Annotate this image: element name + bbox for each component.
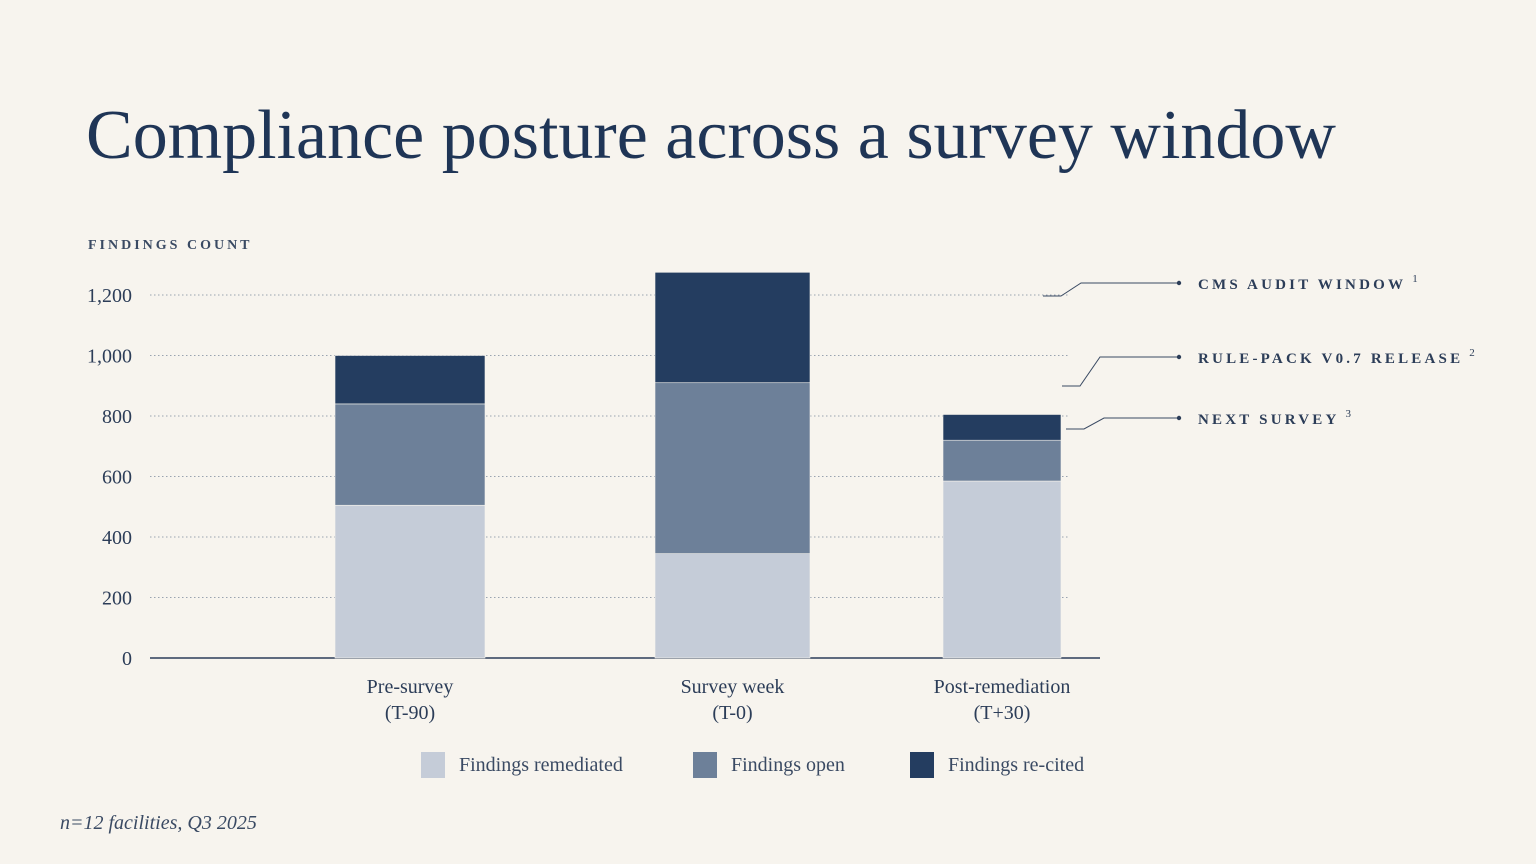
bar-segment-findings-remediated — [654, 553, 811, 659]
annotation-footnote-marker: 1 — [1412, 273, 1418, 285]
legend-label: Findings open — [731, 753, 845, 776]
bar-segment-findings-remediated — [942, 480, 1062, 659]
x-tick-label: Post-remediation — [934, 676, 1071, 698]
bar-segment-findings-open — [942, 439, 1062, 482]
annotation-footnote-marker: 2 — [1469, 347, 1475, 359]
legend-item: Findings open — [693, 752, 845, 778]
legend-label: Findings re-cited — [948, 753, 1085, 776]
y-tick-label: 1,000 — [87, 346, 132, 368]
y-tick-label: 1,200 — [87, 285, 132, 307]
x-tick-label: (T-0) — [712, 702, 752, 724]
x-tick-label: (T+30) — [974, 702, 1031, 724]
annotation-dot — [1176, 415, 1182, 421]
y-tick-label: 0 — [122, 648, 132, 670]
y-tick-label: 800 — [102, 406, 132, 428]
annotation-dot — [1176, 280, 1182, 286]
legend-item: Findings remediated — [421, 752, 623, 778]
x-tick-label: Survey week — [681, 676, 785, 698]
x-tick-label: Pre-survey — [367, 676, 454, 698]
annotation-leader-line — [1066, 417, 1178, 430]
annotation-label: RULE-PACK V0.7 RELEASE — [1198, 351, 1463, 367]
annotation-label: NEXT SURVEY — [1198, 412, 1340, 428]
legend-label: Findings remediated — [459, 753, 623, 776]
legend-swatch — [421, 752, 445, 778]
annotation-leader-line — [1043, 282, 1178, 297]
bar-segment-findings-remediated — [334, 504, 486, 659]
bar-segment-findings-re-cited — [942, 414, 1062, 441]
annotation-footnote-marker: 3 — [1346, 408, 1352, 420]
y-tick-label: 400 — [102, 527, 132, 549]
chart-title: Compliance posture across a survey windo… — [86, 97, 1336, 174]
legend: Findings remediated Findings open Findings… — [0, 752, 1536, 782]
bar-segment-findings-re-cited — [334, 355, 486, 405]
bar-segment-findings-open — [654, 382, 811, 554]
y-axis-label: FINDINGS COUNT — [88, 238, 253, 253]
bar-segment-findings-re-cited — [654, 272, 811, 384]
legend-swatch — [693, 752, 717, 778]
y-tick-label: 200 — [102, 588, 132, 610]
annotation-label: CMS AUDIT WINDOW — [1198, 277, 1406, 293]
legend-swatch — [910, 752, 934, 778]
y-tick-label: 600 — [102, 467, 132, 489]
bar-segment-findings-open — [334, 403, 486, 506]
legend-item: Findings re-cited — [910, 752, 1084, 778]
x-tick-label: (T-90) — [385, 702, 435, 724]
footnote: n=12 facilities, Q3 2025 — [60, 812, 257, 834]
annotation-leader-line — [1062, 356, 1178, 387]
annotation-dot — [1176, 354, 1182, 360]
